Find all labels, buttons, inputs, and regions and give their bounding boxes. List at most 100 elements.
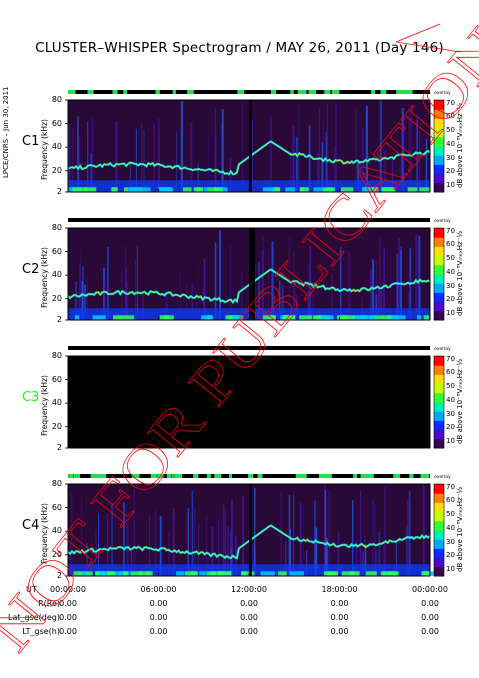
noise-streak: [68, 126, 70, 192]
low-freq-burst: [360, 315, 376, 320]
noise-streak: [285, 540, 287, 576]
satellite-label-c3: C3: [22, 390, 40, 405]
noise-streak: [384, 150, 386, 192]
noise-streak: [195, 289, 197, 320]
noise-streak: [225, 510, 227, 576]
low-freq-burst: [340, 187, 354, 192]
noise-streak: [364, 535, 366, 576]
noise-streak: [328, 489, 331, 576]
mode-bar-segment: [157, 474, 164, 478]
mode-bar-segment: [380, 90, 387, 94]
noise-streak: [330, 273, 333, 320]
colorbar-segment: [434, 502, 444, 513]
noise-streak: [293, 494, 295, 576]
noise-streak: [315, 527, 318, 576]
noise-streak: [308, 125, 311, 192]
noise-streak: [251, 543, 254, 576]
low-freq-burst: [419, 187, 431, 192]
colorbar-label: dB above 10⁻⁸VₘₑₓHz⁻½: [456, 230, 464, 316]
mode-bar-segment: [308, 90, 317, 94]
ephemeris-value: 0.00: [59, 627, 77, 636]
colorbar-frame: [433, 483, 445, 577]
noise-streak: [180, 101, 184, 192]
colorbar-tick-label: 40: [446, 139, 455, 148]
colorbar-frame: [433, 355, 445, 449]
low-freq-burst: [372, 187, 379, 192]
noise-streak: [254, 487, 256, 576]
low-freq-burst: [140, 187, 151, 192]
colorbar-segment: [434, 557, 444, 568]
low-freq-burst: [289, 571, 305, 576]
noise-streak: [292, 125, 295, 192]
colorbar-segment: [434, 566, 444, 577]
mode-bar-segment: [353, 474, 358, 478]
low-freq-burst: [95, 571, 104, 576]
colorbar-tick-label: 40: [446, 523, 455, 532]
noise-streak: [314, 500, 316, 576]
colorbar-tick-label: 30: [446, 537, 455, 546]
low-freq-burst: [146, 571, 153, 576]
colorbar-label: dB above 10⁻⁸VₘₑₓHz⁻½: [456, 358, 464, 444]
colorbar-tick-label: 60: [446, 368, 455, 377]
satellite-label-c2: C2: [22, 262, 40, 277]
y-axis-label: Frequency (kHz): [40, 119, 49, 180]
mode-bar-segment: [398, 90, 406, 94]
noise-streak: [340, 246, 342, 320]
noise-streak: [198, 259, 200, 320]
noise-streak: [81, 493, 82, 576]
low-freq-burst: [313, 187, 323, 192]
low-freq-burst: [283, 315, 294, 320]
noise-streak: [229, 157, 232, 192]
noise-streak: [355, 540, 357, 576]
low-freq-burst: [217, 571, 232, 576]
chart-title: CLUSTER–WHISPER Spectrogram / MAY 26, 20…: [35, 40, 444, 56]
mode-bar-segment: [68, 90, 76, 94]
panel-c4: [65, 474, 445, 577]
mode-bar-segment: [396, 90, 401, 94]
colorbar-segment: [434, 274, 444, 284]
low-freq-burst: [99, 571, 104, 576]
low-freq-burst: [176, 571, 185, 576]
low-freq-burst: [107, 571, 113, 576]
noise-streak: [240, 272, 243, 320]
x-tick-label: 00:00:00: [50, 585, 86, 594]
low-freq-burst: [207, 315, 213, 320]
low-freq-burst: [199, 571, 206, 576]
ephemeris-value: 0.00: [421, 613, 439, 622]
noise-streak: [384, 486, 386, 576]
noise-streak: [379, 238, 381, 320]
noise-streak: [230, 499, 233, 576]
noise-streak: [86, 278, 88, 320]
noise-streak: [298, 105, 300, 192]
noise-streak: [241, 100, 243, 192]
noise-streak: [242, 496, 245, 576]
noise-streak: [365, 105, 368, 192]
low-freq-burst: [341, 571, 355, 576]
ephemeris-value: 0.00: [421, 627, 439, 636]
noise-streak: [359, 490, 362, 576]
colorbar-tick-label: 70: [446, 226, 455, 235]
ephemeris-label: Lat_gse(deg): [8, 613, 60, 622]
panel-c2: [65, 218, 445, 321]
noise-streak: [279, 280, 281, 320]
y-axis-label: Frequency (kHz): [40, 247, 49, 308]
colorbar-segment: [434, 420, 444, 431]
noise-streak: [168, 531, 170, 576]
noise-streak: [71, 491, 73, 576]
low-freq-burst: [126, 187, 141, 192]
colorbar-segment: [434, 411, 444, 421]
noise-streak: [299, 502, 302, 576]
colorbar-tick-label: 30: [446, 153, 455, 162]
noise-streak: [208, 134, 209, 192]
low-freq-burst: [185, 571, 198, 576]
noise-streak: [269, 115, 272, 192]
low-freq-burst: [225, 315, 238, 320]
noise-streak: [307, 291, 310, 320]
y-tick-label: 20: [51, 165, 62, 175]
colorbar-segment: [434, 164, 444, 175]
mode-bar-segment: [409, 474, 414, 478]
satellite-label-c1: C1: [22, 134, 40, 149]
noise-streak: [159, 515, 162, 576]
colorbar-segment: [434, 155, 444, 165]
low-freq-burst: [204, 187, 209, 192]
